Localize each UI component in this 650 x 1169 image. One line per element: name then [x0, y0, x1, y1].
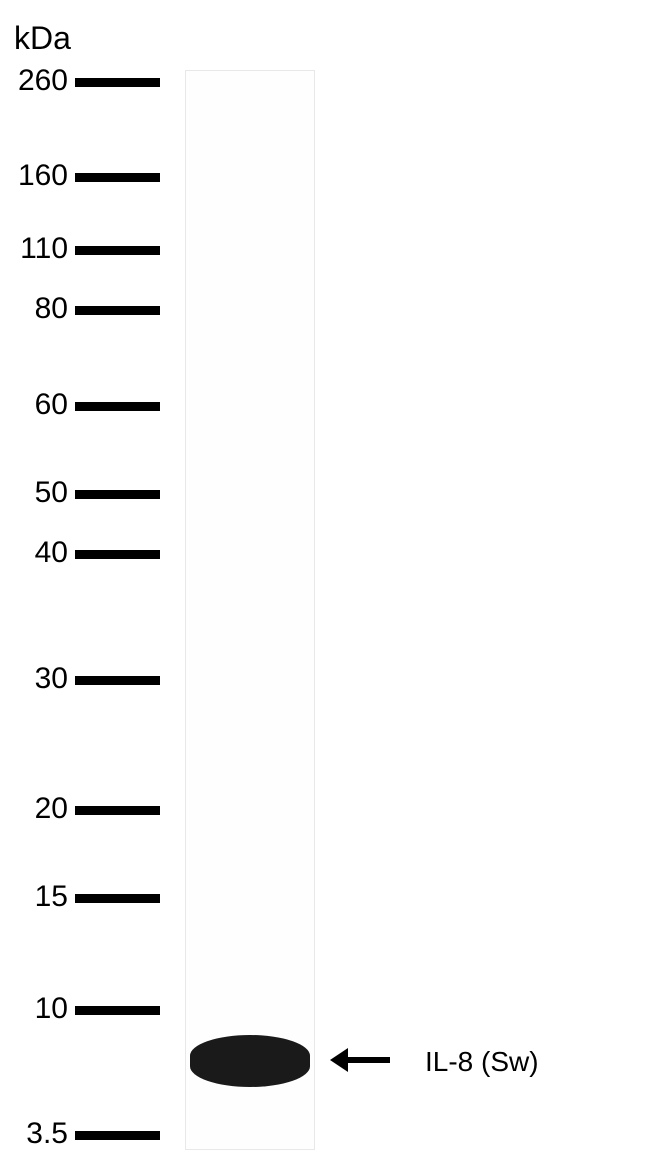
mw-label: 40 — [35, 536, 68, 570]
mw-label: 10 — [35, 992, 68, 1026]
mw-label: 3.5 — [26, 1117, 68, 1151]
tick-mark — [75, 1006, 160, 1015]
band-arrow — [330, 1048, 390, 1072]
arrow-head-icon — [330, 1048, 348, 1072]
mw-label: 50 — [35, 476, 68, 510]
mw-label: 260 — [18, 64, 68, 98]
protein-band — [190, 1035, 310, 1087]
tick-mark — [75, 173, 160, 182]
tick-mark — [75, 806, 160, 815]
tick-mark — [75, 246, 160, 255]
tick-mark — [75, 894, 160, 903]
mw-label: 60 — [35, 388, 68, 422]
mw-label: 20 — [35, 792, 68, 826]
tick-mark — [75, 78, 160, 87]
tick-mark — [75, 490, 160, 499]
tick-mark — [75, 402, 160, 411]
band-label: IL-8 (Sw) — [425, 1046, 539, 1078]
blot-lane — [185, 70, 315, 1150]
tick-mark — [75, 1131, 160, 1140]
mw-label: 160 — [18, 159, 68, 193]
mw-label: 80 — [35, 292, 68, 326]
tick-mark — [75, 306, 160, 315]
arrow-shaft — [348, 1057, 390, 1063]
mw-label: 30 — [35, 662, 68, 696]
mw-label: 15 — [35, 880, 68, 914]
mw-label: 110 — [20, 232, 68, 266]
western-blot-figure: kDa 260 160 110 80 60 50 40 30 20 15 10 3.5 IL-8 (S… — [0, 0, 650, 1169]
tick-mark — [75, 676, 160, 685]
unit-label: kDa — [14, 20, 71, 57]
tick-mark — [75, 550, 160, 559]
